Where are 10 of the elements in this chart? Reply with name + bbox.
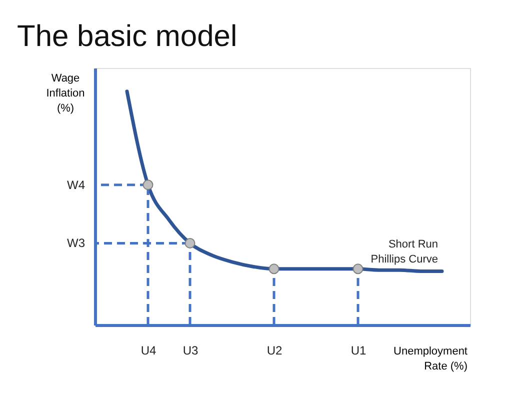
y-axis-title: Wage Inflation (%) [46,72,85,114]
annotation: W3 [67,236,86,250]
x-tick-label: U2 [266,344,282,358]
chart-title: The basic model [17,20,238,53]
annotation: W4 [67,178,86,192]
x-tick-label: U3 [182,344,198,358]
series-label: Short Run Phillips Curve [370,238,438,266]
x-tick-label: U4 [140,344,156,358]
x-tick-label: U1 [350,344,366,358]
x-axis-title: Unemployment Rate (%) [394,346,468,372]
